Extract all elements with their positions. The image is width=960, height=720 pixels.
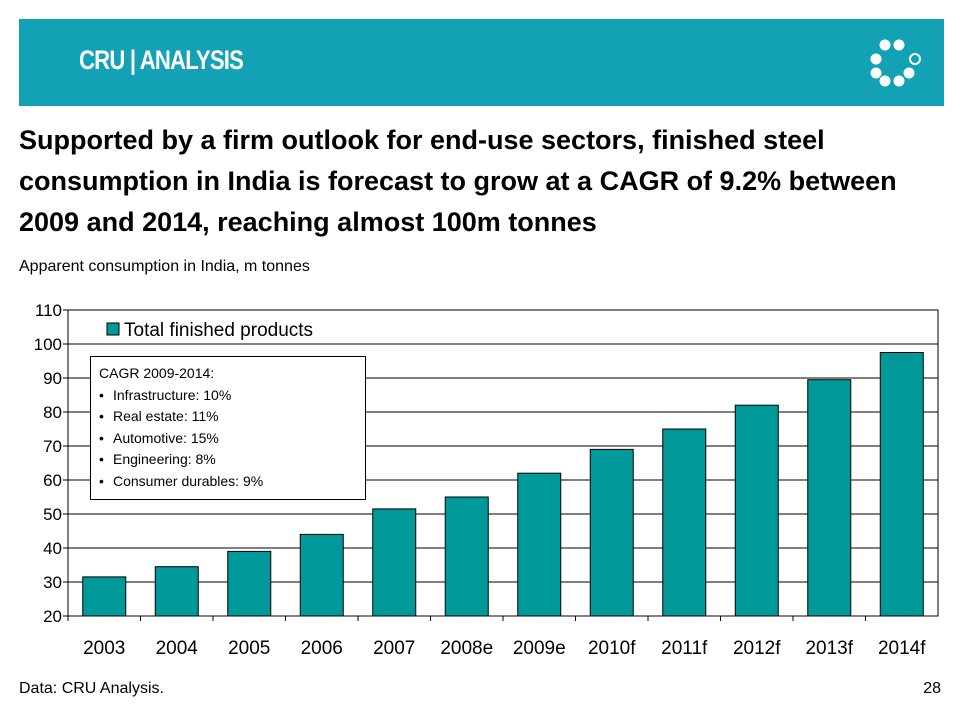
x-tick-label: 2008e [440,638,493,659]
cagr-item: • Consumer durables: 9% [99,472,264,489]
bar [734,404,779,617]
bar [662,428,707,617]
bar [154,566,199,617]
cagr-annotation-header: CAGR 2009-2014: [99,365,215,381]
cagr-item: • Engineering: 8% [99,451,216,467]
y-tick-label: 90 [43,369,62,388]
slide-headline: Supported by a firm outlook for end-use … [19,125,897,237]
y-tick-label: 100 [34,335,62,354]
bar [807,379,852,617]
y-tick-label: 60 [43,471,62,490]
x-tick-label: 2005 [228,638,270,659]
cru-logo-text: CRU | ANALYSIS [79,45,244,75]
y-tick-label: 30 [43,573,62,592]
legend-swatch [106,322,120,336]
cagr-annotation-box: CAGR 2009-2014: • Infrastructure: 10% • Re… [90,356,366,500]
x-tick-label: 2009e [513,638,566,659]
cagr-item: • Infrastructure: 10% [99,386,232,403]
cru-logo-icon [870,39,921,87]
bar [444,496,489,617]
bar [879,352,924,617]
y-tick-label: 80 [43,403,62,422]
x-tick-label: 2003 [83,638,125,659]
bar [517,472,562,617]
y-tick-label: 20 [43,607,62,626]
y-tick-label: 70 [43,437,62,456]
chart-subtitle: Apparent consumption in India, m tonnes [19,258,310,275]
x-tick-label: 2006 [301,638,343,659]
legend-label: Total finished products [124,320,313,341]
source-note: Data: CRU Analysis. [19,680,164,697]
x-tick-label: 2010f [588,638,636,659]
page-number: 28 [923,680,941,697]
x-tick-label: 2012f [733,638,781,659]
x-tick-label: 2014f [878,638,926,659]
cagr-item: • Automotive: 15% [99,429,219,446]
header-banner: CRU | ANALYSIS [19,19,944,106]
x-tick-label: 2004 [156,638,199,659]
y-tick-label: 50 [43,505,62,524]
y-tick-label: 40 [43,539,62,558]
x-tick-label: 2007 [373,638,415,659]
y-tick-label: 110 [35,301,62,320]
x-tick-label: 2011f [661,638,708,659]
bar [299,533,344,617]
cagr-item: • Real estate: 11% [99,408,219,424]
bar [227,550,272,617]
bar [372,508,417,617]
x-tick-label: 2013f [805,638,853,659]
bar [82,576,127,617]
bar [589,448,634,617]
